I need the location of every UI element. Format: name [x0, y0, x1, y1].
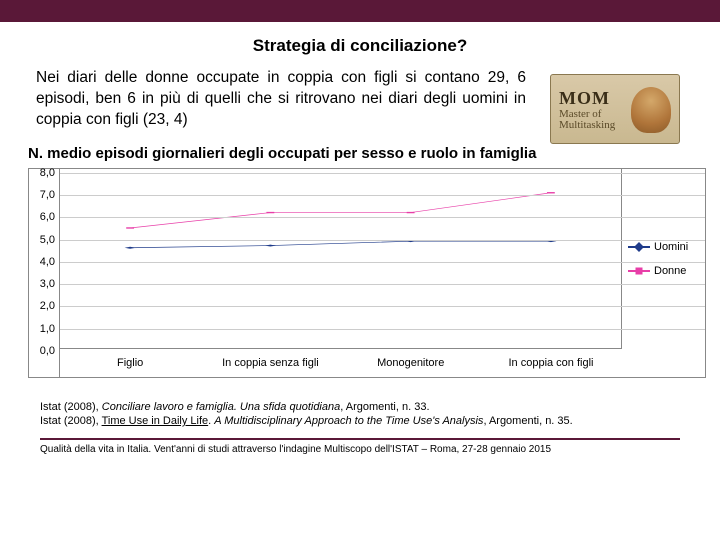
legend-label: Uomini: [654, 241, 688, 253]
ref2-b: Time Use in Daily Life: [102, 415, 209, 427]
ref1-c: , Argomenti, n. 33.: [340, 401, 429, 413]
y-tick-label: 1,0: [40, 323, 55, 335]
series-marker-Donne: [407, 212, 415, 213]
y-tick-label: 6,0: [40, 211, 55, 223]
footer-text: Qualità della vita in Italia. Vent'anni …: [40, 444, 720, 455]
y-tick-label: 8,0: [40, 167, 55, 179]
x-axis-line: [60, 348, 705, 349]
y-tick-label: 0,0: [40, 345, 55, 357]
grid-line: [60, 217, 705, 218]
y-tick-label: 5,0: [40, 234, 55, 246]
plot-area: Uomini Donne Figlio In coppia senza figli M…: [59, 169, 705, 377]
mom-badge: MOM Master of Multitasking: [550, 74, 680, 144]
grid-line: [60, 195, 705, 196]
series-marker-Donne: [266, 212, 274, 213]
grid-line: [60, 262, 705, 263]
x-tick-label: In coppia senza figli: [222, 357, 319, 369]
ref2-a: Istat (2008),: [40, 415, 102, 427]
y-tick-label: 7,0: [40, 189, 55, 201]
series-marker-Uomini: [265, 244, 276, 246]
x-tick-label: Figlio: [117, 357, 143, 369]
legend-item-Donne: Donne: [628, 265, 705, 277]
header-bar: [0, 0, 720, 22]
y-tick-label: 3,0: [40, 278, 55, 290]
y-tick-label: 4,0: [40, 256, 55, 268]
episodes-chart: 0,0 1,0 2,0 3,0 4,0 5,0 6,0 7,0 8,0 Uomini Donne …: [28, 168, 706, 378]
page-title: Strategia di conciliazione?: [0, 36, 720, 56]
x-tick-label: In coppia con figli: [508, 357, 593, 369]
footer-rule: [40, 438, 680, 440]
reference-1: Istat (2008), Conciliare lavoro e famigl…: [40, 400, 720, 414]
ref1-a: Istat (2008),: [40, 401, 102, 413]
reference-2: Istat (2008), Time Use in Daily Life. A …: [40, 414, 720, 428]
series-marker-Donne: [547, 192, 555, 193]
grid-line: [60, 306, 705, 307]
chart-title: N. medio episodi giornalieri degli occup…: [28, 145, 720, 162]
references: Istat (2008), Conciliare lavoro e famigl…: [40, 400, 720, 429]
ref2-e: , Argomenti, n. 35.: [483, 415, 572, 427]
grid-line: [60, 240, 705, 241]
y-tick-label: 2,0: [40, 300, 55, 312]
series-marker-Uomini: [125, 247, 136, 249]
body-paragraph: Nei diari delle donne occupate in coppia…: [36, 68, 526, 131]
series-line-Donne: [130, 193, 551, 228]
grid-line: [60, 284, 705, 285]
mom-illustration-icon: [631, 87, 671, 133]
series-marker-Donne: [126, 227, 134, 228]
legend-label: Donne: [654, 265, 686, 277]
legend-item-Uomini: Uomini: [628, 241, 705, 253]
ref2-d: A Multidisciplinary Approach to the Time…: [214, 415, 483, 427]
legend-swatch-icon: [628, 270, 650, 272]
grid-line: [60, 173, 705, 174]
series-line-Uomini: [130, 241, 551, 248]
legend-swatch-icon: [628, 246, 650, 248]
grid-line: [60, 329, 705, 330]
y-axis: 0,0 1,0 2,0 3,0 4,0 5,0 6,0 7,0 8,0: [29, 169, 59, 377]
x-tick-label: Monogenitore: [377, 357, 444, 369]
ref1-b: Conciliare lavoro e famiglia. Una sfida …: [102, 401, 340, 413]
